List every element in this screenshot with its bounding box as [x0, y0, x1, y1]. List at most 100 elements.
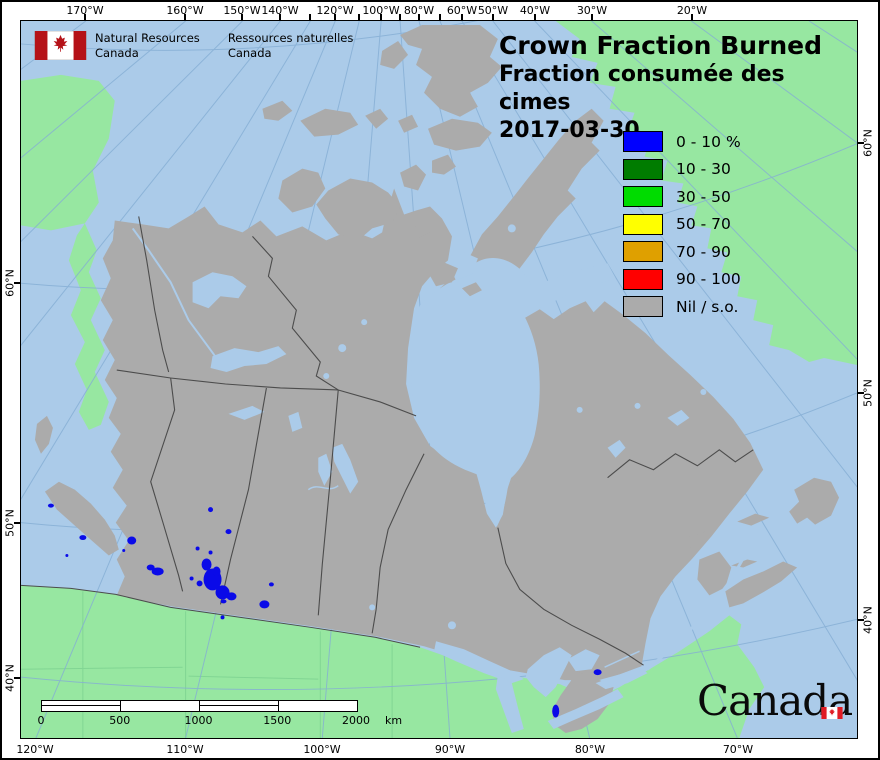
longitude-label-bottom: 70°W	[722, 743, 754, 756]
canada-us-border	[21, 584, 421, 648]
small-lake	[361, 319, 368, 326]
map-date: 2017-03-30	[499, 118, 640, 143]
scale-bar-segment	[42, 701, 121, 711]
legend-item: 70 - 90	[623, 241, 741, 262]
graticule-tick	[380, 14, 382, 20]
fire-point	[226, 592, 237, 601]
lower-great-lakes	[323, 224, 707, 730]
longitude-label-top: 150°W	[223, 4, 261, 17]
manitoba-ontario-border	[371, 453, 425, 634]
new-brunswick	[697, 551, 732, 596]
scale-bar-unit: km	[385, 714, 403, 727]
graticule-tick	[492, 14, 494, 20]
longitude-label-top: 170°W	[66, 4, 104, 17]
graticule-tick	[14, 282, 20, 284]
canada-flag-icon	[34, 30, 87, 61]
graticule-tick	[534, 14, 536, 20]
legend-item: 50 - 70	[623, 213, 741, 235]
king-william-island	[412, 222, 431, 239]
small-lake	[576, 406, 583, 413]
lake-winnipeg	[332, 443, 359, 494]
scale-bar-segment	[279, 701, 357, 711]
fire-point	[593, 669, 602, 676]
scale-bar-tick-label: 1000	[184, 714, 213, 727]
longitude-label-top: 30°W	[576, 4, 608, 17]
graticule-tick	[184, 14, 186, 20]
longitude-label-top: 50°W	[477, 4, 509, 17]
lake-of-the-woods	[369, 604, 376, 611]
legend-label: 50 - 70	[676, 215, 731, 233]
legend-label: 90 - 100	[676, 270, 741, 288]
agency-en-line1: Natural Resources	[95, 31, 200, 45]
graticule-tick	[418, 14, 420, 20]
fire-point	[220, 615, 225, 620]
legend-swatch	[623, 131, 663, 152]
fire-points-0-10pct	[47, 503, 602, 718]
scale-bar-segment	[121, 701, 200, 711]
longitude-label-top: 120°W	[316, 4, 354, 17]
fire-point	[122, 549, 126, 553]
peace-river	[307, 485, 339, 491]
scale-bar-segments	[41, 700, 358, 712]
fire-point	[259, 600, 270, 609]
maple-leaf-icon	[829, 708, 835, 716]
agency-fr-line1: Ressources naturelles	[227, 31, 354, 45]
wordmark-flag-svg	[821, 707, 843, 719]
legend-swatch	[623, 158, 663, 180]
lake-superior	[434, 641, 524, 684]
prince-patrick-island	[262, 100, 293, 121]
longitude-label-top: 60°W	[446, 4, 478, 17]
ellesmere-island	[400, 24, 502, 117]
dubawnt-lake	[338, 344, 347, 353]
lake-athabasca	[228, 405, 265, 420]
gaspe-peninsula	[664, 531, 706, 560]
map-title-block: Crown Fraction Burned Fraction consumée …	[499, 31, 857, 145]
longitude-label-top: 40°W	[519, 4, 551, 17]
southampton-island	[428, 262, 458, 287]
agency-name-fr: Ressources naturelles Canada	[228, 31, 354, 61]
st-lawrence-river	[646, 546, 751, 671]
coats-island	[461, 282, 482, 297]
smallwood-reservoir	[667, 409, 690, 426]
longitude-label-top: 160°W	[166, 4, 204, 17]
haida-gwaii	[34, 415, 53, 454]
longitude-label-top: 20°W	[676, 4, 708, 17]
scale-bar-tick-label: 2000	[342, 714, 370, 727]
graticule-tick	[358, 14, 360, 20]
sixtieth-parallel-border	[116, 369, 339, 391]
fire-point	[552, 704, 560, 718]
graticule-tick	[14, 677, 20, 679]
provincial-borders	[21, 216, 754, 666]
fire-point	[127, 536, 137, 545]
scale-bar-segment	[200, 701, 279, 711]
lakes	[192, 272, 600, 734]
lake-michigan	[495, 675, 524, 734]
agency-fr-line2: Canada	[227, 46, 272, 60]
fire-point	[65, 554, 69, 558]
georgian-bay	[567, 649, 600, 672]
ontario-quebec-border	[497, 527, 644, 666]
fire-point	[215, 585, 230, 600]
reindeer-lake	[288, 411, 303, 432]
longitude-label-top: 100°W	[362, 4, 400, 17]
fire-point	[47, 503, 54, 508]
nwt-nunavut-border	[252, 236, 339, 391]
fire-point	[79, 535, 87, 541]
legend-swatch	[623, 213, 663, 235]
fire-point	[208, 507, 214, 513]
graticule-tick	[439, 14, 441, 20]
alaska-land	[21, 74, 115, 231]
legend-item: 0 - 10 %	[623, 131, 741, 152]
legend-item: 90 - 100	[623, 268, 741, 290]
banks-island	[278, 168, 326, 213]
small-lake	[323, 373, 330, 380]
legend: 0 - 10 % 10 - 30 30 - 50 50 - 70 70 - 90 90 -…	[623, 131, 741, 324]
fire-point	[220, 599, 227, 604]
fire-point	[146, 564, 155, 571]
greenland-land	[555, 21, 857, 366]
anticosti-island	[737, 513, 770, 526]
fire-point	[196, 580, 203, 587]
longitude-label-top: 140°W	[261, 4, 299, 17]
nova-scotia	[725, 561, 798, 608]
longitude-label-bottom: 80°W	[574, 743, 606, 756]
